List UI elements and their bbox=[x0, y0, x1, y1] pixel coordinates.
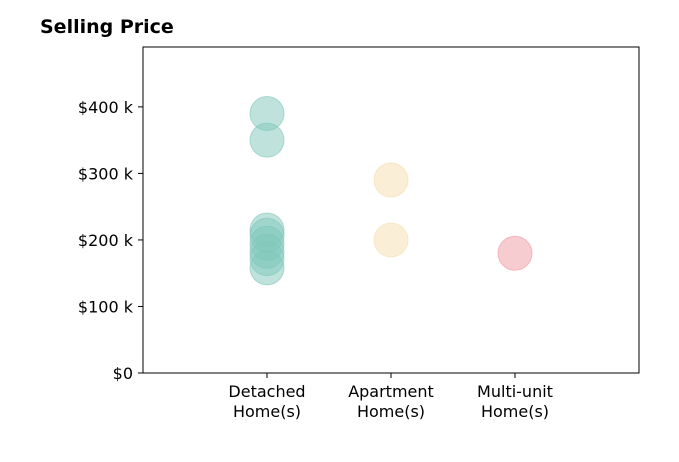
data-point bbox=[249, 250, 285, 286]
data-point bbox=[497, 235, 533, 271]
y-tick-label: $200 k bbox=[78, 231, 134, 250]
x-tick-label: Apartment Home(s) bbox=[348, 382, 434, 421]
chart-title: Selling Price bbox=[40, 16, 174, 38]
data-point bbox=[249, 122, 285, 158]
y-tick-label: $0 bbox=[113, 364, 133, 383]
data-point bbox=[373, 222, 409, 258]
x-tick-label: Detached Home(s) bbox=[228, 382, 305, 421]
y-tick-label: $300 k bbox=[78, 164, 134, 183]
data-point bbox=[373, 162, 409, 198]
y-tick-label: $400 k bbox=[78, 98, 134, 117]
y-tick-label: $100 k bbox=[78, 297, 134, 316]
x-tick-label: Multi-unit Home(s) bbox=[477, 382, 553, 421]
plot-area bbox=[142, 46, 640, 374]
